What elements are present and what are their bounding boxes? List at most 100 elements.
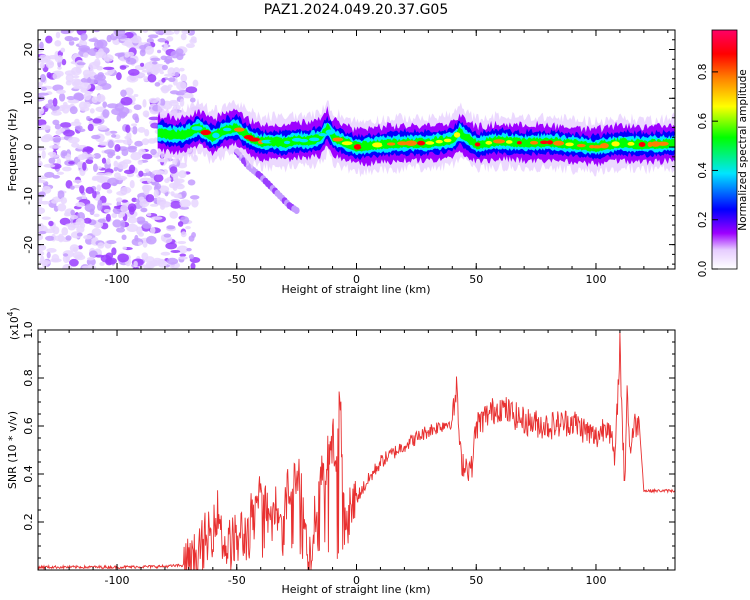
spectrogram-noise-cell <box>153 137 159 143</box>
spectrogram-noise-cell <box>105 257 117 265</box>
spectrogram-noise-cell <box>150 122 160 129</box>
spectrogram-noise-cell <box>38 147 47 151</box>
spectrogram-hotspot <box>599 143 609 149</box>
spectrogram-hotspot <box>576 143 586 148</box>
spectrogram-hotspot <box>397 141 408 146</box>
spectrogram-noise-cell <box>111 247 117 256</box>
spectrogram-noise-cell <box>170 200 182 209</box>
spectrogram-noise-cell <box>92 118 102 124</box>
spectrogram-noise-cell <box>170 191 175 196</box>
spectrogram-noise-cell <box>141 184 153 192</box>
spectrogram-noise-cell <box>95 254 105 258</box>
spectrogram-noise-cell <box>63 101 68 107</box>
spectrogram-noise-cell <box>74 118 80 124</box>
spectrogram-noise-cell <box>185 86 198 94</box>
spectrogram-noise-cell <box>153 174 164 183</box>
spectrogram-noise-cell <box>38 196 43 203</box>
spectrogram-noise-cell <box>147 74 157 83</box>
spectrogram-noise-cell <box>57 66 62 70</box>
spectrogram-noise-cell <box>93 153 102 159</box>
spectrogram-noise-cell <box>147 34 159 39</box>
spectrogram-noise-cell <box>96 39 108 48</box>
spectrogram-noise-cell <box>78 45 91 53</box>
spectrogram-noise-cell <box>187 179 196 186</box>
spectrogram-noise-cell <box>130 123 138 127</box>
spectrogram-noise-cell <box>51 253 60 263</box>
spectrogram-noise-cell <box>168 101 179 107</box>
spectrogram-hotspot <box>191 126 203 131</box>
colorbar: 0.0 0.2 0.4 0.6 0.8 Normalized spectral ampl… <box>697 29 749 277</box>
spectrogram-noise-cell <box>38 250 45 257</box>
spectrogram-noise-cell <box>60 30 72 35</box>
spectrogram-noise-cell <box>60 122 72 128</box>
spectrogram-noise-cell <box>97 72 105 77</box>
spectrogram-noise-cell <box>112 219 122 228</box>
spectrogram-noise-cell <box>190 36 197 43</box>
spectrogram-noise-cell <box>139 62 145 67</box>
spectrogram-noise-cell <box>104 71 113 76</box>
spectrogram-noise-cell <box>127 216 138 224</box>
colorbar-tick-label: 0.2 <box>697 211 709 228</box>
spectrogram-noise-cell <box>49 145 61 149</box>
spectrogram-hotspot <box>505 140 513 144</box>
spectrogram-noise-cell <box>79 82 92 91</box>
spectrogram-noise-cell <box>166 177 172 182</box>
spectrogram-noise-cell <box>69 244 80 252</box>
spectrogram-hotspot <box>353 144 362 150</box>
spectrogram-noise-cell <box>117 253 129 263</box>
spectrogram-hotspot <box>248 137 260 142</box>
spectrogram-noise-cell <box>150 148 157 156</box>
spectrogram-noise-cell <box>99 261 105 266</box>
spectrogram-noise-cell <box>65 73 74 83</box>
spectrogram-noise-cell <box>104 172 113 176</box>
spectrogram-noise-cell <box>123 169 135 175</box>
spectrogram-hotspot <box>386 142 396 146</box>
spectrogram-noise-cell <box>68 40 75 46</box>
spectrogram-noise-cell <box>38 153 42 162</box>
spectrogram-noise-cell <box>52 73 58 80</box>
spectrogram-noise-cell <box>161 64 168 71</box>
spectrogram-x-tick-label: 0 <box>353 273 360 286</box>
snr-multiplier-close: ) <box>9 307 21 311</box>
spectrogram-noise-cell <box>189 195 200 200</box>
spectrogram-noise-cell <box>179 253 187 257</box>
spectrogram-noise-cell <box>106 34 112 43</box>
spectrogram-hotspot <box>309 137 320 142</box>
spectrogram-noise-cell <box>38 106 45 116</box>
spectrogram-noise-cell <box>172 158 178 166</box>
spectrogram-noise-cell <box>83 217 92 224</box>
snr-x-tick-label: -50 <box>228 574 246 587</box>
spectrogram-noise-cell <box>38 233 44 241</box>
spectrogram-noise-cell <box>176 81 187 91</box>
spectrogram-branch-cell <box>293 206 300 214</box>
spectrogram-noise-cell <box>46 248 57 253</box>
spectrogram-noise-cell <box>52 174 60 179</box>
spectrogram-hotspot <box>185 130 192 135</box>
spectrogram-noise-cell <box>62 263 73 269</box>
spectrogram-noise-cell <box>97 218 106 223</box>
spectrogram-noise-cell <box>190 262 196 269</box>
spectrogram-noise-cell <box>180 231 187 238</box>
spectrogram-noise-cell <box>111 134 117 138</box>
spectrogram-noise-cell <box>150 57 161 62</box>
spectrogram-noise-cell <box>157 49 162 54</box>
spectrogram-noise-cell <box>89 67 94 75</box>
spectrogram-noise-cell <box>60 197 68 205</box>
spectrogram-noise-cell <box>151 61 158 65</box>
spectrogram-hotspot <box>417 140 426 146</box>
spectrogram-noise-cell <box>179 67 185 72</box>
spectrogram-noise-cell <box>114 143 121 152</box>
spectrogram-noise-cell <box>133 260 138 268</box>
spectrogram-noise-cell <box>96 175 108 183</box>
spectrogram-noise-cell <box>59 217 71 226</box>
snr-multiplier-base: (x10 <box>9 316 21 340</box>
spectrogram-hotspot <box>233 127 245 132</box>
spectrogram-noise-cell <box>43 163 56 168</box>
spectrogram-noise-cell <box>63 212 71 217</box>
spectrogram-noise-cell <box>122 246 127 250</box>
spectrogram-hotspot <box>650 141 661 147</box>
spectrogram-noise-cell <box>69 185 75 190</box>
spectrogram-noise-cell <box>38 207 46 215</box>
spectrogram-noise-cell <box>163 59 175 64</box>
